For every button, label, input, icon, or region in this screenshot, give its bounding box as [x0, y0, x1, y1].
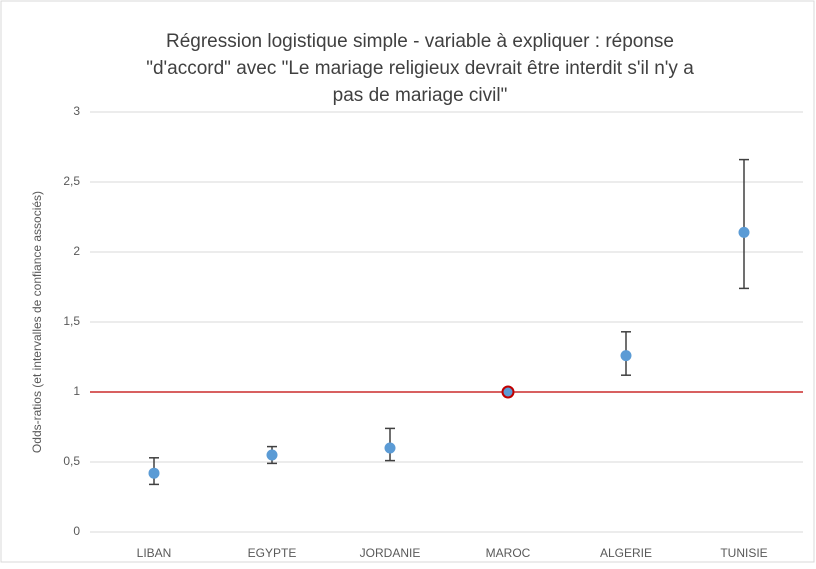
- chart-title: pas de mariage civil": [333, 85, 508, 106]
- y-tick-label: 0,5: [63, 454, 80, 468]
- x-tick-label: EGYPTE: [248, 546, 297, 560]
- data-point: [384, 442, 396, 454]
- x-tick-label: JORDANIE: [360, 546, 421, 560]
- x-tick-label: TUNISIE: [720, 546, 767, 560]
- chart-title: Régression logistique simple - variable …: [166, 31, 674, 52]
- data-point: [738, 226, 750, 238]
- chart-title: "d'accord" avec "Le mariage religieux de…: [146, 58, 694, 79]
- y-tick-label: 1,5: [63, 314, 80, 328]
- data-point: [620, 350, 632, 362]
- y-tick-label: 2: [73, 244, 80, 258]
- y-axis-label: Odds-ratios (et intervalles de confiance…: [30, 191, 44, 453]
- x-tick-label: ALGERIE: [600, 546, 652, 560]
- data-point: [148, 467, 160, 479]
- y-tick-label: 3: [73, 104, 80, 118]
- y-tick-label: 2,5: [63, 174, 80, 188]
- y-tick-label: 1: [73, 384, 80, 398]
- x-tick-label: LIBAN: [137, 546, 172, 560]
- y-tick-label: 0: [73, 524, 80, 538]
- data-point: [501, 385, 515, 399]
- data-point: [266, 449, 278, 461]
- x-tick-label: MAROC: [486, 546, 531, 560]
